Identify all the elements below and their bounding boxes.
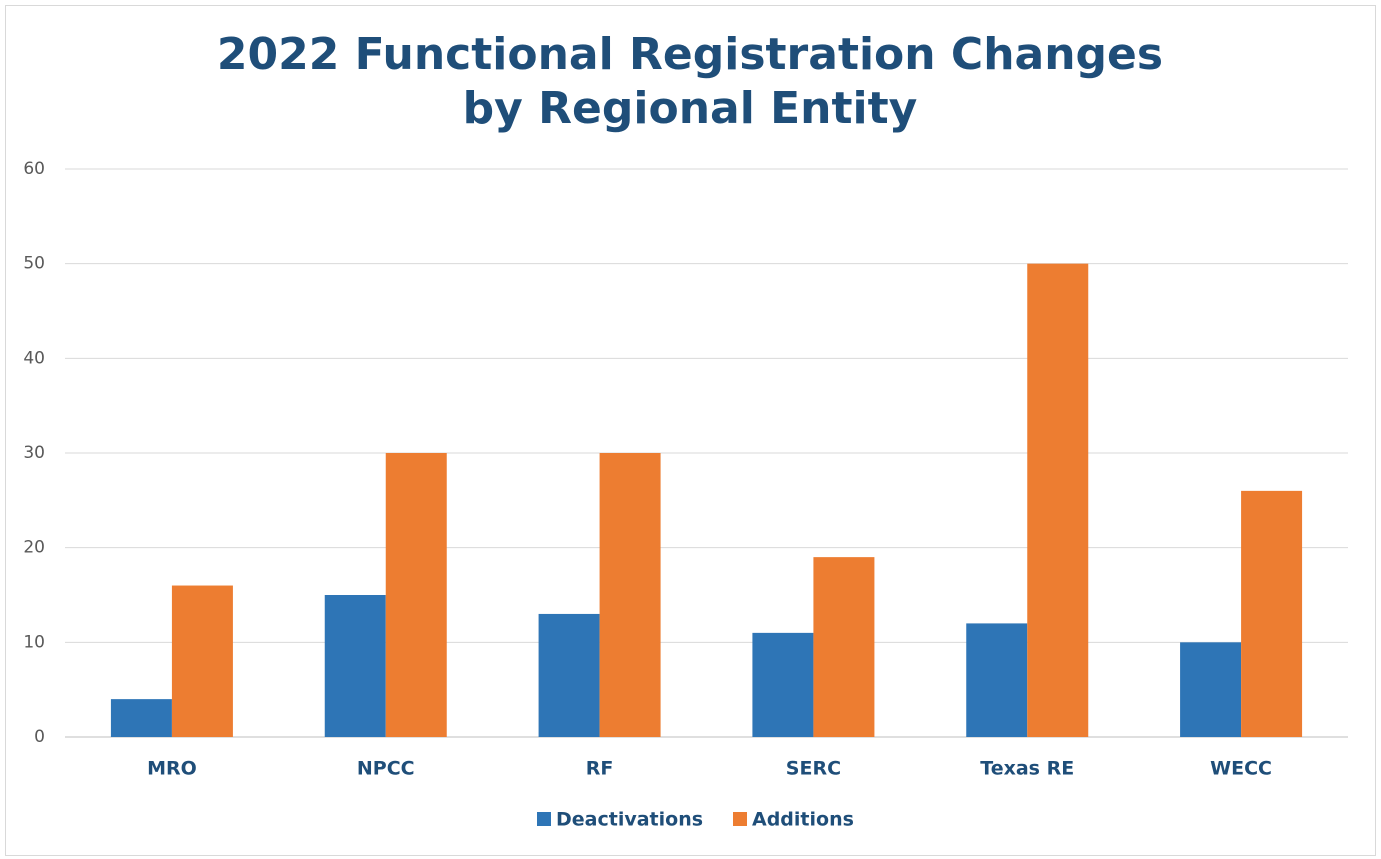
y-tick-label: 60	[23, 159, 45, 179]
y-tick-label: 30	[23, 443, 45, 463]
bar	[813, 557, 875, 737]
chart-border	[5, 5, 1376, 856]
y-tick-label: 10	[23, 632, 45, 652]
chart-title: 2022 Functional Registration Changes	[217, 29, 1163, 80]
bar	[1027, 263, 1089, 737]
legend-swatch	[537, 812, 551, 826]
bar	[1241, 490, 1303, 737]
bar	[538, 613, 600, 737]
bar	[110, 699, 172, 737]
chart-title: by Regional Entity	[463, 83, 918, 134]
x-tick-label: Texas RE	[980, 758, 1074, 780]
x-tick-label: SERC	[786, 758, 841, 780]
bar	[171, 585, 233, 737]
legend-label: Additions	[752, 809, 854, 831]
bar	[1180, 642, 1242, 737]
y-tick-label: 50	[23, 254, 45, 274]
legend-label: Deactivations	[556, 809, 703, 831]
bar	[385, 453, 447, 737]
x-tick-label: NPCC	[357, 758, 415, 780]
bar	[752, 632, 814, 737]
bar	[966, 623, 1028, 737]
y-tick-label: 0	[34, 727, 45, 747]
x-tick-label: RF	[586, 758, 614, 780]
x-tick-label: MRO	[147, 758, 197, 780]
legend-swatch	[733, 812, 747, 826]
x-tick-label: WECC	[1210, 758, 1272, 780]
y-tick-label: 20	[23, 538, 45, 558]
bar	[599, 453, 661, 737]
y-tick-label: 40	[23, 348, 45, 368]
bar	[324, 595, 386, 737]
